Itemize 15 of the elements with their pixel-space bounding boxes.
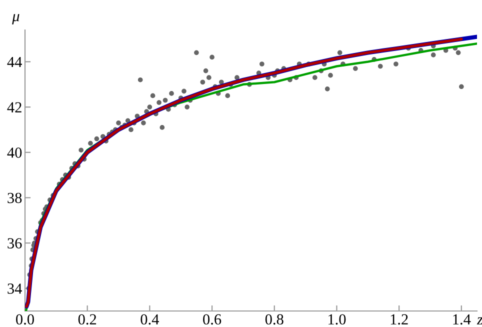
x-tick-label: 0.8 bbox=[265, 314, 284, 325]
y-tick-label: 42 bbox=[7, 102, 22, 112]
x-tick-label: 1.0 bbox=[328, 314, 346, 325]
x-tick-label: 0.4 bbox=[140, 314, 159, 325]
y-tick-label: 40 bbox=[7, 148, 22, 158]
x-tick-label: 1.4 bbox=[453, 314, 471, 325]
x-tick-label: 0.0 bbox=[16, 314, 34, 325]
y-tick-label: 36 bbox=[8, 238, 22, 248]
x-tick-label: 0.2 bbox=[78, 314, 96, 325]
y-axis-title: μ bbox=[12, 14, 20, 24]
y-tick-label: 38 bbox=[8, 192, 22, 204]
x-tick-label: 0.6 bbox=[203, 314, 222, 325]
y-tick-label: 34 bbox=[8, 284, 22, 294]
y-tick-label: 44 bbox=[7, 56, 22, 68]
x-tick-label: 1.2 bbox=[390, 314, 408, 325]
